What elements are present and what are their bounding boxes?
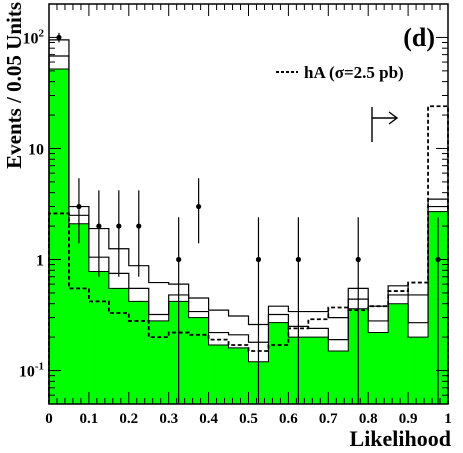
filled-bin-4 (108, 288, 130, 405)
data-point (116, 223, 122, 229)
filled-bin-1 (48, 68, 70, 405)
y-tick-label: 10-1 (19, 361, 44, 381)
y-tick-exponent: 2 (39, 27, 45, 39)
filled-bin-12 (268, 322, 289, 405)
outline-histogram-layer (48, 39, 449, 404)
filled-bin-9 (208, 344, 229, 405)
x-axis-label: Likelihood (350, 426, 451, 451)
y-axis-label: Events / 0.05 Units (2, 2, 26, 169)
data-point (255, 256, 262, 263)
x-tick-label: 0.6 (279, 411, 298, 427)
x-tick-label: 0.2 (119, 411, 138, 427)
cut-arrow (371, 107, 399, 142)
filled-histogram-layer (48, 68, 449, 405)
filled-bin-8 (188, 317, 209, 405)
y-tick-label: 10 (28, 141, 44, 158)
filled-bin-2 (68, 223, 90, 405)
y-tick-base: 10 (23, 30, 39, 47)
x-tick-label: 0.4 (199, 411, 218, 427)
filled-bin-10 (228, 347, 249, 405)
x-tick-label: 1 (444, 411, 452, 427)
x-tick-label: 0.3 (159, 411, 178, 427)
x-tick-label: 0.5 (239, 411, 258, 427)
x-tick-label: 0.8 (359, 411, 378, 427)
y-tick-label: 102 (23, 27, 45, 47)
filled-bin-15 (328, 350, 349, 405)
data-point (295, 256, 301, 263)
data-points-layer (56, 32, 441, 404)
legend: hA (σ=2.5 pb) (276, 63, 404, 82)
data-point (196, 203, 202, 210)
filled-bin-6 (148, 320, 169, 405)
data-point (76, 203, 82, 210)
dashed-histogram-layer (48, 105, 449, 404)
filled-bin-5 (128, 301, 150, 405)
outline-histogram-1 (48, 55, 449, 404)
filled-bin-3 (88, 271, 110, 405)
x-tick-label: 0.1 (80, 411, 99, 427)
y-tick-base: 10 (19, 364, 35, 381)
y-tick-label: 1 (36, 253, 44, 270)
filled-bin-18 (387, 303, 409, 405)
data-point (136, 223, 142, 229)
x-tick-label: 0.9 (399, 411, 418, 427)
outline-histogram-2 (48, 39, 449, 404)
data-point (176, 256, 182, 263)
y-tick-base: 10 (28, 141, 44, 158)
panel-label: (d) (403, 23, 435, 52)
x-tick-label: 0 (45, 411, 53, 427)
y-tick-base: 1 (36, 253, 44, 270)
data-point (355, 256, 361, 263)
data-point (96, 223, 102, 229)
filled-bin-17 (367, 332, 389, 405)
x-tick-label: 0.7 (319, 411, 338, 427)
y-tick-exponent: -1 (35, 361, 44, 373)
dashed-histogram-ha (48, 105, 449, 404)
legend-entry-ha: hA (σ=2.5 pb) (304, 63, 404, 82)
filled-bin-19 (407, 336, 429, 405)
filled-bin-14 (308, 336, 329, 405)
cut-arrow-head (388, 111, 399, 125)
